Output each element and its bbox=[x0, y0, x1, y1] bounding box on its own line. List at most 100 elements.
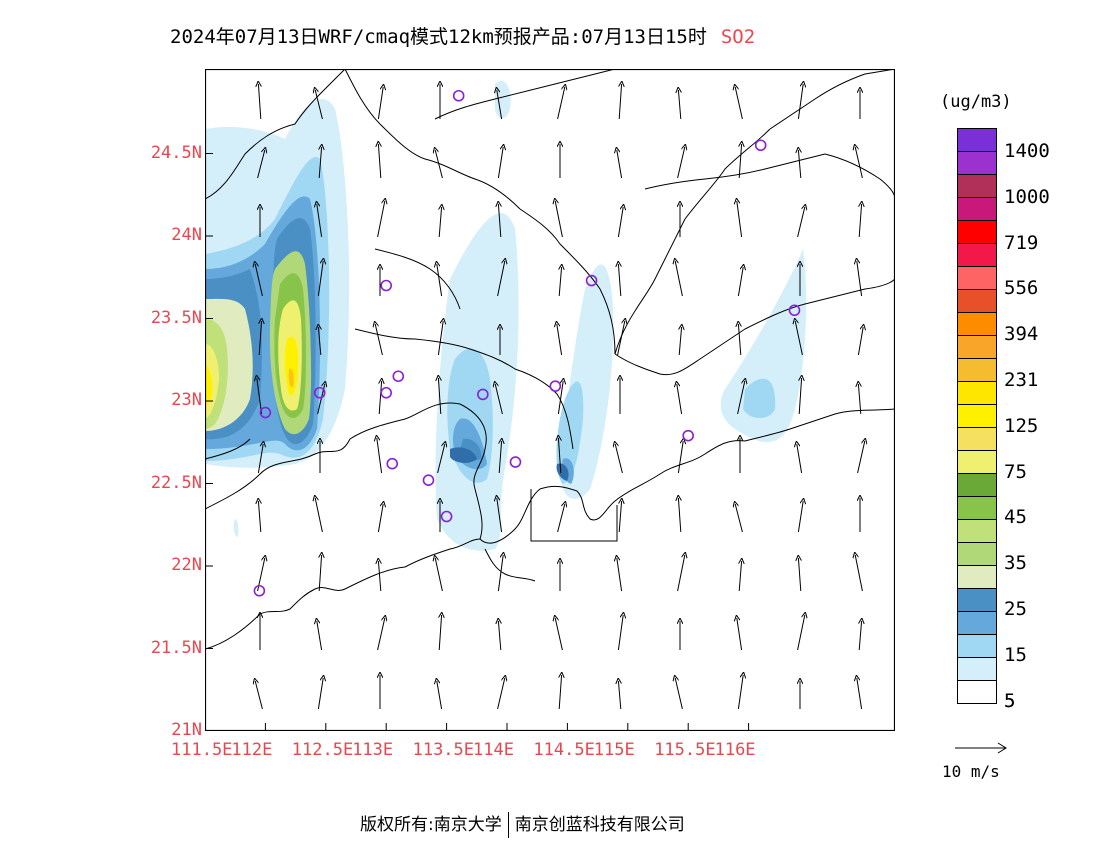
color-bar-segment bbox=[957, 198, 997, 221]
wind-arrow bbox=[377, 618, 385, 651]
color-bar-segment bbox=[957, 313, 997, 336]
lon-tick-label: 115E bbox=[593, 740, 635, 760]
station-marker bbox=[313, 386, 326, 399]
color-bar-segment bbox=[957, 405, 997, 428]
station-marker bbox=[682, 429, 695, 442]
station-marker bbox=[509, 456, 522, 468]
footer-left: 版权所有:南京大学 bbox=[360, 815, 502, 835]
wind-arrow bbox=[319, 555, 321, 592]
color-bar-segment bbox=[957, 520, 997, 543]
wind-arrow bbox=[797, 501, 803, 533]
wind-arrow bbox=[497, 555, 503, 592]
station-marker bbox=[380, 279, 392, 292]
station-marker bbox=[422, 474, 435, 487]
lat-tick-label: 23.5N bbox=[150, 307, 202, 328]
title-main: 2024年07月13日WRF/cmaq模式12km预报产品:07月13日15时 bbox=[170, 26, 707, 48]
lon-tick-label: 114E bbox=[473, 740, 514, 760]
wind-arrow bbox=[618, 681, 620, 710]
wind-arrow bbox=[737, 267, 743, 297]
wind-arrow bbox=[255, 264, 263, 297]
wind-arrow bbox=[497, 261, 505, 297]
wind-arrow bbox=[857, 441, 865, 474]
station-marker bbox=[754, 139, 767, 152]
color-bar-segment bbox=[957, 359, 997, 382]
color-bar bbox=[957, 128, 997, 704]
lat-tick-label: 21.5N bbox=[150, 637, 202, 658]
color-bar-label: 125 bbox=[1004, 414, 1039, 437]
lat-tick-label: 22N bbox=[171, 555, 202, 575]
color-bar-segment bbox=[957, 589, 997, 612]
wind-arrow bbox=[798, 150, 800, 179]
wind-arrow bbox=[797, 615, 805, 651]
wind-arrow bbox=[258, 84, 260, 120]
station-marker bbox=[259, 406, 272, 419]
wind-arrow bbox=[558, 438, 560, 474]
lon-tick-label: 112.5E bbox=[291, 740, 354, 760]
color-bar-segment bbox=[957, 566, 997, 589]
color-bar-segment bbox=[957, 175, 997, 198]
color-bar-label: 45 bbox=[1004, 506, 1027, 529]
color-bar-segment bbox=[957, 128, 997, 152]
color-bar-label: 15 bbox=[1004, 643, 1027, 666]
map-canvas[interactable] bbox=[205, 69, 895, 731]
wind-arrow bbox=[439, 615, 441, 651]
wind-arrow bbox=[435, 150, 443, 179]
color-bar-segment bbox=[957, 612, 997, 635]
color-bar-label: 394 bbox=[1004, 323, 1039, 346]
map-panel[interactable] bbox=[205, 69, 895, 731]
wind-arrow bbox=[317, 261, 323, 297]
color-bar-label: 35 bbox=[1004, 552, 1027, 575]
wind-arrow bbox=[737, 201, 743, 238]
wind-arrow bbox=[319, 147, 321, 179]
color-bar-segment bbox=[957, 290, 997, 313]
footer-separator bbox=[507, 812, 509, 838]
color-bar-segment bbox=[957, 474, 997, 497]
wind-arrow bbox=[497, 498, 503, 533]
wind-arrow bbox=[675, 678, 683, 710]
wind-arrow bbox=[377, 201, 385, 238]
wind-arrow bbox=[618, 264, 620, 297]
wind-arrow bbox=[797, 207, 805, 238]
wind-arrow bbox=[499, 441, 501, 474]
wind-arrow bbox=[317, 204, 323, 238]
color-bar-segment bbox=[957, 152, 997, 175]
wind-scale-label: 10 m/s bbox=[942, 762, 1000, 781]
station-marker bbox=[788, 304, 801, 317]
wind-arrow bbox=[498, 204, 500, 238]
concentration-field bbox=[205, 80, 807, 551]
wind-arrow bbox=[858, 384, 860, 415]
station-marker bbox=[386, 457, 399, 470]
boundary-lines bbox=[205, 69, 895, 650]
wind-arrow bbox=[379, 381, 381, 415]
station-marker bbox=[253, 584, 266, 597]
wind-arrow bbox=[617, 207, 623, 238]
lon-tick-label: 113E bbox=[352, 740, 394, 760]
wind-arrow bbox=[677, 147, 685, 179]
color-bar-segment bbox=[957, 658, 997, 681]
wind-arrow bbox=[619, 501, 621, 533]
wind-arrow bbox=[735, 87, 743, 120]
wind-arrow bbox=[317, 678, 323, 710]
footer-right: 南京创蓝科技有限公司 bbox=[514, 815, 685, 835]
wind-arrow bbox=[795, 321, 803, 356]
wind-arrow bbox=[738, 324, 740, 356]
color-bar-label: 1000 bbox=[1004, 185, 1050, 208]
wind-arrow bbox=[497, 678, 505, 710]
lat-tick-label: 23N bbox=[171, 390, 202, 410]
wind-arrow bbox=[855, 147, 863, 179]
wind-arrow bbox=[439, 207, 441, 238]
wind-arrow bbox=[258, 501, 260, 533]
wind-arrow bbox=[257, 444, 263, 474]
lat-tick-label: 24N bbox=[171, 225, 202, 245]
wind-arrow bbox=[315, 498, 323, 533]
lon-tick-label: 115.5E bbox=[654, 740, 716, 760]
color-bar-segment bbox=[957, 543, 997, 566]
wind-arrow bbox=[739, 561, 741, 592]
wind-arrow bbox=[559, 675, 561, 710]
lat-tick-label: 22.5N bbox=[150, 472, 202, 493]
wind-arrow bbox=[737, 381, 745, 415]
wind-arrow bbox=[737, 618, 743, 651]
wind-arrow bbox=[675, 261, 683, 297]
wind-arrow bbox=[557, 504, 565, 533]
lat-tick-label: 21N bbox=[171, 720, 202, 740]
